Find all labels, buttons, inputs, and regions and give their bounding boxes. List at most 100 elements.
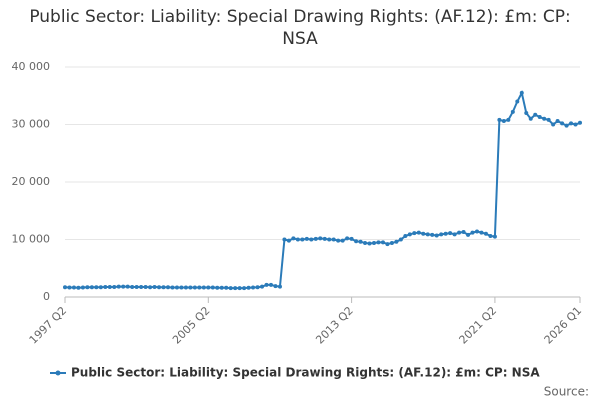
point (479, 230, 484, 235)
point (354, 239, 359, 244)
chart-title: Public Sector: Liability: Special Drawin… (29, 7, 571, 49)
point (273, 284, 278, 289)
point (67, 285, 72, 290)
point (322, 236, 327, 241)
point (94, 285, 99, 290)
point (152, 284, 157, 289)
point (345, 236, 350, 241)
y-tick-label: 30 000 (12, 118, 51, 131)
point (403, 234, 408, 239)
point (224, 285, 229, 290)
point (206, 285, 211, 290)
point (282, 237, 287, 242)
point (112, 284, 117, 289)
point (170, 285, 175, 290)
point (380, 240, 385, 245)
point (318, 236, 323, 241)
point (336, 238, 341, 243)
y-tick-label: 40 000 (12, 60, 51, 73)
point (210, 285, 215, 290)
y-tick-label: 0 (43, 290, 50, 303)
point (389, 240, 394, 245)
point (372, 240, 376, 245)
point (219, 285, 224, 290)
point (363, 240, 368, 245)
point (519, 90, 524, 95)
point (291, 236, 296, 241)
point (452, 232, 457, 237)
point (157, 285, 162, 290)
point (313, 236, 318, 241)
point (569, 121, 574, 126)
point (501, 119, 506, 124)
point (174, 285, 179, 290)
point (551, 122, 556, 127)
point (506, 117, 511, 122)
point (466, 232, 471, 237)
point (233, 286, 238, 291)
point (89, 285, 94, 290)
y-tick-label: 20 000 (12, 175, 51, 188)
legend-label: Public Sector: Liability: Special Drawin… (71, 366, 540, 380)
point (524, 111, 529, 115)
point (533, 112, 538, 117)
point (242, 286, 247, 291)
point (251, 285, 256, 290)
point (497, 117, 502, 122)
point (71, 285, 76, 290)
point (286, 238, 291, 243)
point (425, 232, 430, 237)
point (192, 285, 197, 290)
point (560, 121, 565, 126)
point (542, 116, 547, 121)
point (443, 231, 448, 236)
point (107, 284, 112, 289)
point (358, 239, 363, 244)
point (492, 234, 497, 239)
point (537, 115, 542, 120)
point (461, 230, 466, 235)
point (475, 229, 479, 234)
point (264, 282, 269, 287)
point (125, 284, 130, 289)
point (349, 236, 354, 241)
point (448, 231, 453, 236)
point (439, 232, 444, 237)
point (103, 284, 108, 289)
point (166, 285, 170, 290)
point (215, 285, 220, 290)
point (201, 285, 206, 290)
point (246, 285, 251, 290)
point (139, 284, 144, 289)
point (295, 237, 300, 242)
point (510, 109, 515, 114)
point (134, 284, 139, 289)
point (412, 231, 417, 236)
point (398, 237, 403, 242)
point (327, 237, 332, 242)
x-tick-label: 2021 Q2 (457, 304, 500, 347)
point (483, 231, 488, 236)
point (304, 236, 309, 241)
point (340, 238, 345, 243)
point (555, 119, 560, 124)
point (277, 284, 282, 289)
point (183, 285, 188, 290)
point (143, 284, 148, 289)
point (130, 284, 135, 289)
point (367, 241, 372, 246)
point (430, 232, 435, 237)
point (197, 285, 202, 290)
point (85, 285, 90, 290)
x-tick-label: 2005 Q2 (170, 304, 213, 347)
x-tick-label: 1997 Q2 (27, 304, 70, 347)
point (407, 232, 412, 237)
point (161, 285, 166, 290)
source-label: Source: (544, 385, 589, 399)
point (331, 237, 336, 242)
point (98, 285, 103, 290)
point (116, 284, 121, 289)
point (188, 285, 193, 290)
